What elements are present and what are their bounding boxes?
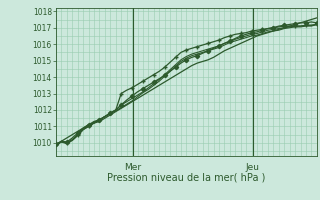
Text: Mer: Mer <box>124 163 141 172</box>
X-axis label: Pression niveau de la mer( hPa ): Pression niveau de la mer( hPa ) <box>107 173 266 183</box>
Text: Jeu: Jeu <box>246 163 260 172</box>
